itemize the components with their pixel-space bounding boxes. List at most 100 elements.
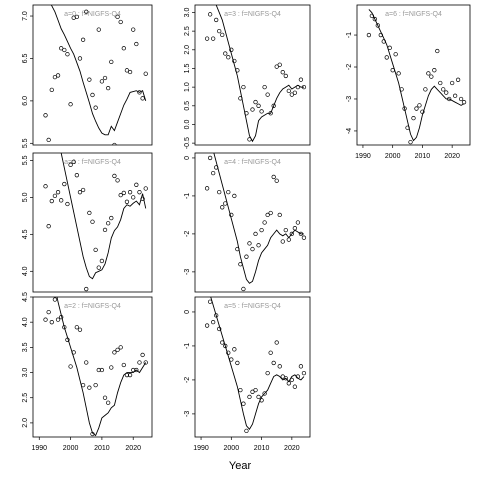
data-point bbox=[289, 231, 294, 237]
y-tick-label: 5.5 bbox=[22, 138, 29, 148]
data-point bbox=[265, 370, 270, 376]
data-point bbox=[90, 219, 95, 224]
data-point bbox=[77, 56, 83, 61]
y-tick-label: 2.0 bbox=[184, 45, 191, 55]
data-point bbox=[99, 79, 105, 84]
data-point bbox=[247, 241, 252, 246]
data-point bbox=[277, 212, 282, 218]
data-point bbox=[49, 87, 54, 92]
x-axis-label: Year bbox=[229, 460, 252, 472]
y-tick-label: 3.0 bbox=[22, 368, 29, 378]
data-point bbox=[211, 36, 216, 41]
data-point bbox=[256, 394, 261, 400]
panel-frame bbox=[194, 296, 311, 438]
panel-annotation: a=5 : f=NIGFS-Q4 bbox=[224, 303, 281, 310]
data-point bbox=[271, 174, 276, 180]
data-point bbox=[274, 340, 279, 345]
data-point bbox=[121, 362, 126, 368]
y-tick-label: 0.5 bbox=[184, 101, 191, 111]
data-point bbox=[207, 155, 213, 161]
data-point bbox=[74, 173, 79, 178]
data-point bbox=[277, 62, 282, 67]
data-point bbox=[223, 343, 228, 349]
data-point bbox=[444, 90, 449, 95]
x-tick-label: 2000 bbox=[224, 445, 240, 452]
data-point bbox=[204, 186, 210, 191]
x-tick-label: 2000 bbox=[63, 445, 79, 452]
data-point bbox=[411, 116, 416, 121]
data-point bbox=[109, 59, 114, 64]
data-point bbox=[286, 88, 291, 94]
data-point bbox=[271, 103, 276, 108]
data-point bbox=[80, 37, 86, 42]
y-tick-label: 7.0 bbox=[22, 11, 29, 21]
panel-annotation: a=0 : f=NIGFS-Q4 bbox=[64, 11, 121, 18]
y-tick-label: -4 bbox=[346, 128, 353, 134]
data-point bbox=[87, 77, 92, 82]
data-point bbox=[143, 71, 148, 76]
x-tick-label: 2020 bbox=[444, 153, 460, 160]
data-point bbox=[408, 139, 413, 145]
data-point bbox=[274, 178, 279, 183]
data-point bbox=[106, 400, 111, 405]
fit-line bbox=[56, 297, 147, 437]
data-point bbox=[226, 189, 231, 195]
data-point bbox=[43, 317, 48, 322]
data-point bbox=[241, 84, 246, 90]
data-point bbox=[455, 77, 461, 82]
data-point bbox=[204, 36, 210, 41]
y-tick-label: 5.0 bbox=[22, 192, 29, 202]
data-point bbox=[137, 190, 142, 195]
data-point bbox=[429, 74, 434, 79]
fit-line bbox=[210, 297, 305, 430]
data-point bbox=[102, 75, 108, 81]
fit-line bbox=[213, 153, 304, 284]
data-point bbox=[235, 360, 240, 366]
data-point bbox=[220, 32, 225, 38]
x-tick-label: 1990 bbox=[193, 445, 209, 452]
data-point bbox=[49, 198, 54, 204]
data-point bbox=[301, 235, 307, 240]
x-tick-label: 2000 bbox=[385, 153, 401, 160]
data-point bbox=[283, 227, 288, 233]
data-point bbox=[137, 360, 142, 365]
data-point bbox=[265, 92, 270, 97]
data-point bbox=[393, 52, 398, 57]
y-tick-label: -2 bbox=[346, 64, 353, 70]
fit-line bbox=[215, 5, 304, 143]
data-point bbox=[46, 137, 51, 143]
data-point bbox=[244, 428, 249, 434]
data-point bbox=[115, 347, 120, 353]
data-point bbox=[140, 352, 145, 358]
data-point bbox=[250, 246, 255, 252]
data-point bbox=[461, 100, 467, 105]
y-tick-label: 0.0 bbox=[184, 119, 191, 129]
data-point bbox=[65, 201, 70, 207]
data-point bbox=[109, 215, 114, 221]
data-point bbox=[68, 364, 73, 369]
data-point bbox=[452, 93, 458, 98]
data-point bbox=[118, 192, 123, 198]
data-point bbox=[52, 74, 58, 80]
y-tick-label: 5.5 bbox=[22, 155, 29, 165]
data-point bbox=[241, 286, 246, 292]
data-point bbox=[131, 195, 136, 200]
panel-annotation: a=6 : f=NIGFS-Q4 bbox=[385, 11, 442, 18]
data-point bbox=[250, 107, 255, 112]
plot-area bbox=[204, 297, 307, 434]
data-point bbox=[52, 193, 58, 199]
data-point bbox=[62, 181, 67, 187]
y-tick-label: 0 bbox=[184, 156, 191, 160]
data-point bbox=[131, 27, 136, 32]
panel-annotation: a=3 : f=NIGFS-Q4 bbox=[224, 11, 281, 18]
data-point bbox=[211, 170, 216, 176]
data-point bbox=[292, 384, 298, 389]
data-point bbox=[301, 370, 307, 376]
y-tick-label: -1 bbox=[184, 343, 191, 349]
data-point bbox=[241, 401, 246, 406]
data-point bbox=[366, 32, 372, 38]
data-point bbox=[229, 47, 234, 52]
data-point bbox=[121, 190, 126, 196]
data-point bbox=[77, 190, 83, 195]
y-tick-label: 1.0 bbox=[184, 82, 191, 92]
